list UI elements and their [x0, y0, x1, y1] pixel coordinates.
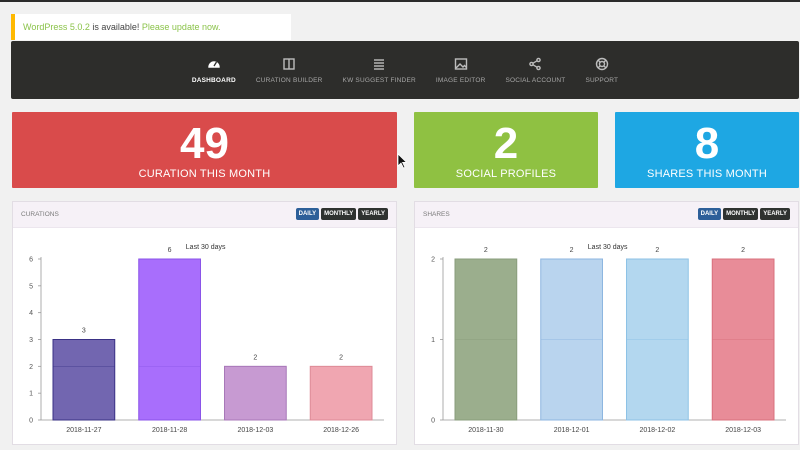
update-notice: WordPress 5.0.2 is available! Please upd… — [11, 14, 291, 40]
y-tick-label: 0 — [29, 418, 33, 425]
shares-yearly-button[interactable]: YEARLY — [760, 208, 790, 220]
x-tick-label: 2018-12-03 — [725, 427, 761, 434]
nav-label-kw-suggest-finder: KW SUGGEST FINDER — [342, 76, 416, 84]
y-tick-label: 6 — [29, 257, 33, 264]
curations-period-buttons: DAILY MONTHLY YEARLY — [294, 208, 388, 220]
shares-panel-header: SHARES DAILY MONTHLY YEARLY — [415, 202, 798, 228]
chart-bar — [138, 258, 201, 421]
bar-value-label: 3 — [82, 328, 86, 335]
chart-bar — [224, 365, 287, 421]
y-tick-label: 4 — [29, 310, 33, 317]
top-border — [0, 0, 800, 2]
nav-label-social-account: SOCIAL ACCOUNT — [505, 76, 566, 84]
chart-bar — [309, 365, 373, 421]
lifebuoy-icon — [595, 57, 609, 70]
nav-support[interactable]: SUPPORT — [585, 57, 618, 84]
nav-curation-builder[interactable]: CURATION BUILDER — [256, 57, 323, 84]
dashboard-icon — [208, 60, 220, 68]
bar-value-label: 6 — [168, 247, 172, 254]
bar-value-label: 2 — [655, 247, 659, 254]
y-tick-label: 2 — [29, 364, 33, 371]
stat-profiles-value: 2 — [493, 119, 519, 168]
nav-label-support: SUPPORT — [585, 76, 619, 84]
nav-social-account[interactable]: SOCIAL ACCOUNT — [505, 57, 565, 84]
nav-label-dashboard: DASHBOARD — [191, 76, 236, 84]
shares-panel-title: SHARES — [423, 211, 450, 218]
notice-text: is available! — [89, 22, 142, 32]
x-tick-label: 2018-11-30 — [468, 427, 503, 434]
mouse-cursor-icon — [397, 153, 407, 169]
update-now-link[interactable]: Please update now. — [141, 22, 221, 32]
curations-daily-button[interactable]: DAILY — [295, 208, 320, 220]
shares-daily-button[interactable]: DAILY — [697, 208, 722, 220]
x-tick-label: 2018-11-27 — [66, 427, 101, 434]
list-icon — [374, 58, 385, 70]
stat-shares-value: 8 — [694, 119, 720, 168]
shares-panel: SHARES DAILY MONTHLY YEARLY 0 1 2 Last 30 d… — [414, 201, 799, 445]
y-tick-label: 0 — [431, 418, 435, 425]
curations-chart: 0 1 2 3 4 5 6 Last 30 days 3 2018-11-27 6 2018-11-2… — [29, 244, 384, 434]
nav-dashboard[interactable]: DASHBOARD — [192, 57, 236, 84]
bar-value-label: 2 — [570, 247, 574, 254]
x-tick-label: 2018-12-02 — [639, 427, 675, 434]
bar-value-label: 2 — [339, 354, 343, 361]
x-tick-label: 2018-12-01 — [554, 427, 590, 434]
curations-monthly-button[interactable]: MONTHLY — [321, 208, 357, 220]
stat-shares-label: SHARES THIS MONTH — [647, 168, 767, 180]
nav-kw-suggest-finder[interactable]: KW SUGGEST FINDER — [343, 57, 416, 84]
shares-period-buttons: DAILY MONTHLY YEARLY — [696, 208, 790, 220]
columns-icon — [283, 57, 295, 70]
share-icon — [529, 57, 542, 70]
nav-image-editor[interactable]: IMAGE EDITOR — [436, 57, 486, 84]
wordpress-version: WordPress 5.0.2 — [23, 22, 90, 32]
stat-curation-label: CURATION THIS MONTH — [138, 168, 271, 180]
stat-social-profiles: 2 SOCIAL PROFILES — [414, 112, 598, 188]
x-tick-label: 2018-12-03 — [237, 427, 273, 434]
main-navbar: DASHBOARD CURATION BUILDER KW SUGGEST FI… — [11, 41, 799, 99]
y-tick-label: 1 — [431, 337, 435, 344]
stat-shares-this-month: 8 SHARES THIS MONTH — [615, 112, 799, 188]
x-tick-label: 2018-12-26 — [323, 427, 359, 434]
nav-label-image-editor: IMAGE EDITOR — [435, 76, 486, 84]
y-tick-label: 2 — [431, 257, 435, 264]
bar-value-label: 2 — [741, 247, 745, 254]
y-tick-label: 5 — [29, 283, 33, 290]
chart-title: Last 30 days — [588, 244, 628, 251]
chart-title: Last 30 days — [186, 244, 226, 251]
stat-curation-value: 49 — [180, 119, 229, 168]
curations-panel-header: CURATIONS DAILY MONTHLY YEARLY — [13, 202, 396, 228]
shares-chart: 0 1 2 Last 30 days 2 2018-11-30 2 2018-12-01 2 20… — [431, 244, 786, 434]
curations-yearly-button[interactable]: YEARLY — [358, 208, 388, 220]
x-tick-label: 2018-11-28 — [152, 427, 187, 434]
nav-label-curation-builder: CURATION BUILDER — [255, 76, 323, 84]
curations-panel-title: CURATIONS — [21, 211, 59, 218]
curations-panel: CURATIONS DAILY MONTHLY YEARLY 0 1 2 3 4 5 6 La… — [12, 201, 397, 445]
y-tick-label: 1 — [29, 391, 33, 398]
stat-curation-this-month: 49 CURATION THIS MONTH — [12, 112, 397, 188]
bar-value-label: 2 — [253, 354, 257, 361]
bar-value-label: 2 — [484, 247, 488, 254]
chart-bar — [52, 339, 116, 421]
shares-monthly-button[interactable]: MONTHLY — [723, 208, 759, 220]
image-icon — [454, 57, 467, 70]
stat-profiles-label: SOCIAL PROFILES — [455, 168, 557, 180]
y-tick-label: 3 — [29, 337, 33, 344]
